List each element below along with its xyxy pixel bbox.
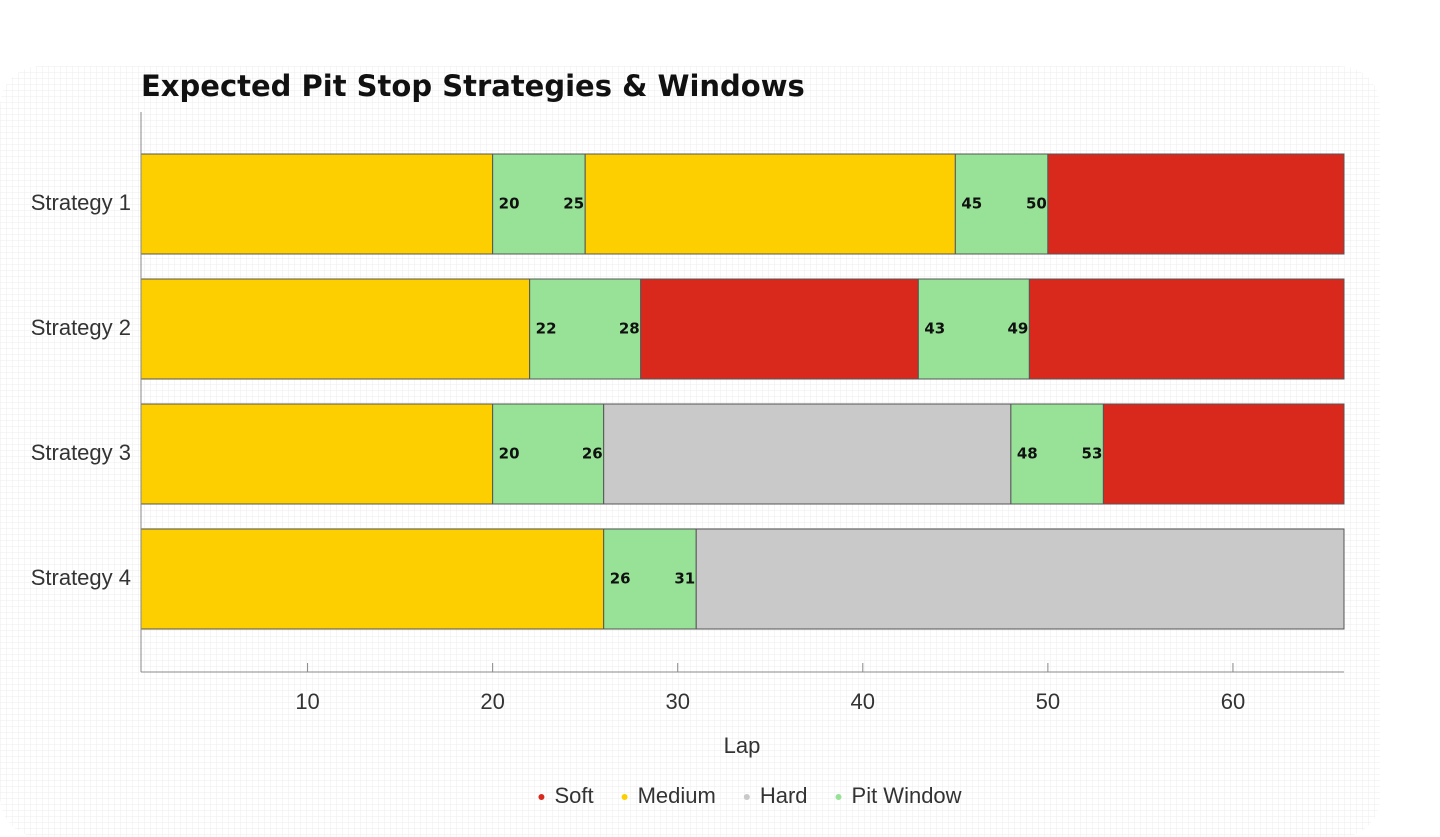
- legend-marker: [835, 794, 842, 800]
- segment: [603, 528, 697, 630]
- segment-label: 22: [536, 320, 557, 338]
- segment: [140, 403, 494, 505]
- segment-label: 48: [1017, 445, 1038, 463]
- segment: [1047, 153, 1345, 255]
- x-tick-label: 50: [1036, 689, 1060, 714]
- segment: [140, 153, 494, 255]
- segment-label: 49: [1007, 320, 1028, 338]
- x-tick-label: 40: [851, 689, 875, 714]
- legend-label: Soft: [554, 783, 593, 808]
- segment-label: 26: [610, 570, 631, 588]
- segment: [695, 528, 1345, 630]
- segment: [140, 278, 531, 380]
- segment: [492, 403, 605, 505]
- segment-label: 25: [563, 195, 584, 213]
- x-axis-label: Lap: [724, 733, 761, 758]
- legend-label: Medium: [638, 783, 716, 808]
- legend-marker: [538, 794, 545, 800]
- x-tick-label: 30: [665, 689, 689, 714]
- segment-label: 43: [924, 320, 945, 338]
- x-tick-label: 10: [295, 689, 319, 714]
- segment: [1028, 278, 1345, 380]
- y-tick-label: Strategy 2: [31, 315, 131, 340]
- segment: [954, 153, 1049, 255]
- chart-title: Expected Pit Stop Strategies & Windows: [141, 69, 805, 103]
- x-tick-label: 20: [480, 689, 504, 714]
- segment-label: 53: [1082, 445, 1103, 463]
- segment-label: 20: [499, 195, 520, 213]
- segment: [603, 403, 1012, 505]
- legend-marker: [743, 794, 750, 800]
- legend-label: Pit Window: [852, 783, 962, 808]
- segment: [1102, 403, 1345, 505]
- segment-label: 45: [961, 195, 982, 213]
- segment-label: 28: [619, 320, 640, 338]
- segment-label: 20: [499, 445, 520, 463]
- x-tick-label: 60: [1221, 689, 1245, 714]
- legend-marker: [621, 794, 628, 800]
- segment: [640, 278, 919, 380]
- y-tick-label: Strategy 3: [31, 440, 131, 465]
- segment: [1010, 403, 1104, 505]
- segment: [917, 278, 1030, 380]
- segment: [584, 153, 956, 255]
- y-tick-label: Strategy 1: [31, 190, 131, 215]
- y-tick-label: Strategy 4: [31, 565, 131, 590]
- segment-label: 26: [582, 445, 603, 463]
- segment-label: 50: [1026, 195, 1047, 213]
- legend-label: Hard: [760, 783, 808, 808]
- segment: [140, 528, 605, 630]
- segment-label: 31: [674, 570, 695, 588]
